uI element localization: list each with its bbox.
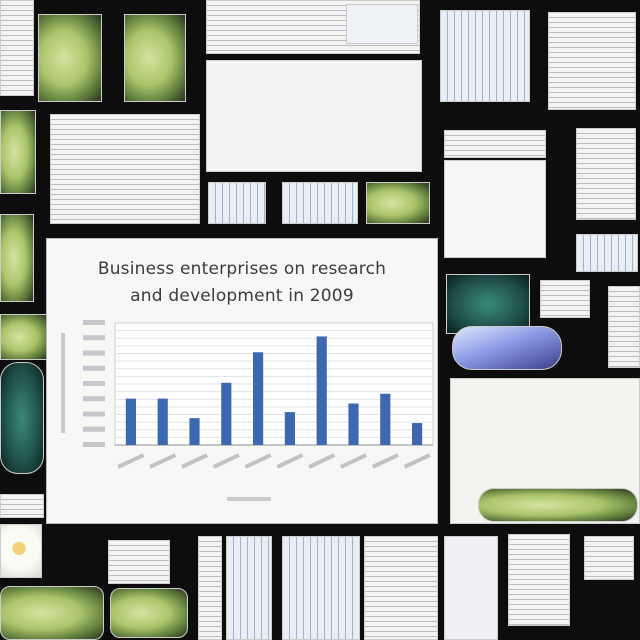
bar: [412, 423, 423, 445]
leaf-image-thumbnail: [0, 314, 48, 360]
document-thumbnail: [584, 536, 634, 580]
bar-plot-area: [61, 320, 434, 501]
grid-image-thumbnail: [440, 10, 530, 102]
leaf-image-thumbnail: [0, 586, 104, 640]
bar: [253, 352, 264, 445]
y-tick-label-blur: [83, 411, 105, 417]
y-tick-label-blur: [83, 442, 105, 447]
grid-image-thumbnail: [208, 182, 266, 224]
document-thumbnail: [0, 494, 44, 518]
line-chart-thumbnail: [346, 4, 418, 44]
grid-image-thumbnail: [226, 536, 272, 640]
document-thumbnail: [50, 114, 200, 224]
leaf-image-thumbnail: [124, 14, 186, 102]
bar-chart-thumbnail: [444, 536, 498, 640]
cell-image-thumbnail: [446, 274, 530, 334]
x-tick-label-blur: [149, 453, 177, 469]
document-thumbnail: [548, 12, 636, 110]
leaf-image-thumbnail: [478, 488, 638, 522]
x-tick-label-blur: [339, 453, 368, 469]
y-tick-label-blur: [83, 381, 105, 386]
x-tick-label-blur: [308, 453, 336, 469]
y-tick-label-blur: [83, 365, 105, 371]
document-thumbnail: [608, 286, 640, 368]
chart-title-line-2: and development in 2009: [130, 286, 354, 306]
x-tick-label-blur: [403, 453, 431, 469]
document-thumbnail: [364, 536, 438, 640]
bar: [348, 403, 359, 445]
leaf-image-thumbnail: [110, 588, 188, 638]
main-bar-chart: Business enterprises on research and dev…: [46, 238, 438, 524]
y-tick-label-blur: [83, 350, 105, 356]
cylinder-image-thumbnail: [0, 362, 44, 474]
chart-title-line-1: Business enterprises on research: [97, 259, 387, 279]
document-thumbnail: [444, 130, 546, 158]
bar: [380, 393, 391, 445]
leaf-image-thumbnail: [38, 14, 102, 102]
line-chart-thumbnail: [444, 160, 546, 258]
x-tick-label-blur: [276, 453, 304, 469]
x-tick-label-blur: [371, 453, 399, 469]
document-thumbnail: [108, 540, 170, 584]
x-tick-label-blur: [117, 453, 145, 469]
leaf-image-thumbnail: [366, 182, 430, 224]
bar: [284, 412, 295, 445]
y-tick-label-blur: [83, 320, 105, 325]
x-axis-label-blur: [227, 497, 271, 501]
document-thumbnail: [576, 128, 636, 220]
x-tick-label-blur: [244, 453, 272, 469]
document-thumbnail: [540, 280, 590, 318]
bar-chart-thumbnail: [206, 60, 422, 172]
document-thumbnail: [198, 536, 222, 640]
x-tick-label-blur: [212, 453, 240, 469]
y-tick-label-blur: [83, 426, 105, 432]
y-tick-label-blur: [83, 396, 105, 402]
leaf-image-thumbnail: [0, 110, 36, 194]
3d-shape-thumbnail: [452, 326, 562, 370]
x-tick-label-blur: [180, 453, 209, 469]
grid-image-thumbnail: [282, 182, 358, 224]
document-thumbnail: [0, 0, 34, 96]
bar: [189, 418, 200, 445]
bar: [316, 336, 327, 445]
document-thumbnail: [508, 534, 570, 626]
bar: [157, 398, 168, 445]
grid-image-thumbnail: [576, 234, 638, 272]
egg-image-thumbnail: [0, 524, 42, 578]
leaf-image-thumbnail: [0, 214, 34, 302]
bar: [221, 382, 232, 445]
y-axis-label-blur: [61, 333, 65, 433]
bar: [125, 398, 136, 445]
grid-image-thumbnail: [282, 536, 360, 640]
y-tick-label-blur: [83, 335, 105, 341]
